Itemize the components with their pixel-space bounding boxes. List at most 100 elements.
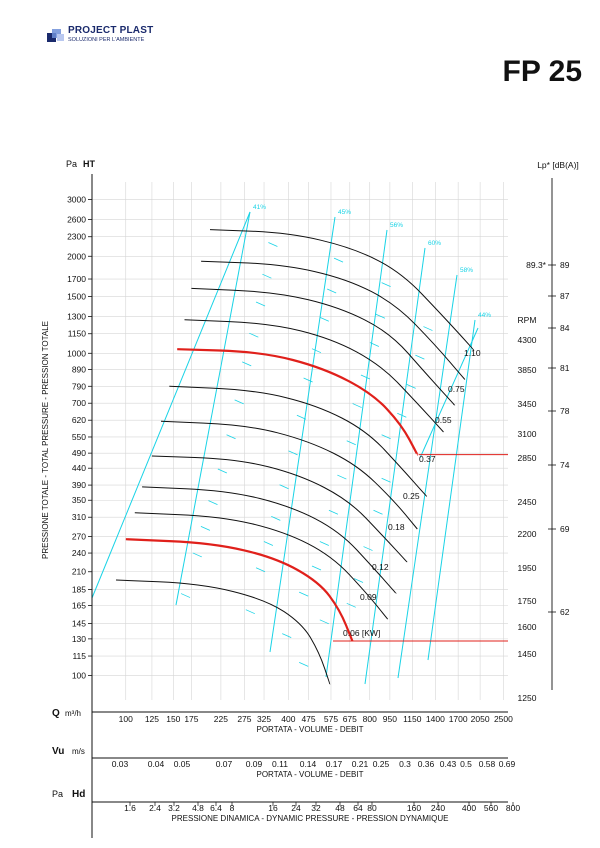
rpm-curve-1250 [115, 579, 331, 685]
noise-marked-value: 89.3* [526, 260, 547, 270]
efficiency-lines [91, 211, 479, 685]
vu-tick-label: 0.05 [174, 759, 191, 769]
efficiency-label: 45% [338, 209, 351, 216]
vu-tick-label: 0.21 [352, 759, 369, 769]
efficiency-dash [303, 377, 313, 383]
y-tick-label: 390 [72, 480, 86, 490]
model-title: FP 25 [502, 55, 583, 88]
hd-axis-unit: Pa [52, 789, 63, 799]
noise-tick-label: 78 [560, 406, 570, 416]
hd-tick-label: 16 [268, 803, 278, 813]
efficiency-dash [319, 619, 329, 625]
vu-tick-label: 0.04 [148, 759, 165, 769]
q-tick-label: 100 [119, 714, 133, 724]
efficiency-dash [333, 257, 344, 263]
q-axis-unit: m³/h [65, 709, 81, 718]
y-tick-label: 1700 [67, 274, 86, 284]
rpm-tick-label: 1450 [518, 649, 537, 659]
q-tick-label: 225 [214, 714, 228, 724]
vu-tick-label: 0.09 [246, 759, 263, 769]
rpm-curve-2200 [160, 420, 418, 530]
vu-tick-label: 0.11 [272, 759, 288, 769]
vu-axis-symbol: Vu [52, 746, 64, 757]
y-tick-label: 490 [72, 448, 86, 458]
q-tick-label: 1400 [426, 714, 445, 724]
rpm-tick-label: 3100 [518, 429, 537, 439]
efficiency-dash [299, 662, 309, 667]
noise-tick-label: 87 [560, 291, 570, 301]
q-tick-label: 175 [184, 714, 198, 724]
y-tick-label: 440 [72, 463, 86, 473]
efficiency-dash [381, 434, 391, 440]
efficiency-dash [268, 242, 278, 247]
rpm-curve-1750 [142, 486, 397, 594]
q-tick-label: 1700 [449, 714, 468, 724]
y-tick-label: 100 [72, 671, 86, 681]
noise-tick-label: 81 [560, 363, 570, 373]
efficiency-dash [255, 301, 266, 307]
efficiency-dash [288, 450, 298, 456]
y-tick-label: 310 [72, 512, 86, 522]
rpm-tick-label: 2850 [518, 453, 537, 463]
rpm-tick-label: 2200 [518, 529, 537, 539]
hd-tick-label: 6.4 [210, 803, 222, 813]
efficiency-dash [200, 525, 211, 531]
efficiency-line [397, 274, 458, 679]
efficiency-dash [328, 509, 339, 515]
efficiency-dash [423, 326, 433, 331]
efficiency-line [325, 229, 388, 678]
rpm-title: RPM [518, 315, 537, 325]
hd-tick-label: 24 [291, 803, 301, 813]
y-tick-label: 145 [72, 619, 86, 629]
hd-axis-title: PRESSIONE DINAMICA - DYNAMIC PRESSURE - … [172, 814, 449, 823]
hd-tick-label: 32 [311, 803, 321, 813]
y-tick-label: 620 [72, 415, 86, 425]
power-label: 0.55 [435, 415, 452, 425]
efficiency-dash [381, 282, 391, 287]
y-tick-label: 890 [72, 365, 86, 375]
efficiency-dash [180, 593, 191, 598]
rpm-tick-label: 3450 [518, 399, 537, 409]
efficiency-label: 60% [428, 240, 441, 247]
rpm-tick-label: 3850 [518, 365, 537, 375]
efficiency-boundary-line [419, 327, 479, 459]
hd-tick-label: 2.4 [149, 803, 161, 813]
rpm-curve-2450 [169, 385, 428, 497]
q-tick-label: 575 [324, 714, 338, 724]
efficiency-dash [192, 552, 202, 558]
y-tick-label: 115 [72, 651, 86, 661]
power-label: 0.18 [388, 522, 405, 532]
efficiency-label: 41% [253, 204, 266, 211]
efficiency-dash [282, 633, 292, 638]
efficiency-dash [375, 313, 386, 319]
efficiency-dash [299, 591, 309, 597]
efficiency-dash [360, 374, 371, 380]
y-tick-label: 1300 [67, 312, 86, 322]
vu-tick-label: 0.36 [418, 759, 435, 769]
chart-frame [88, 174, 556, 838]
brand-logo-icon [47, 29, 64, 42]
efficiency-dash [311, 348, 322, 354]
efficiency-line [364, 247, 426, 685]
noise-tick-label: 74 [560, 460, 570, 470]
power-label: 0.09 [360, 592, 377, 602]
y-tick-label: 130 [72, 634, 86, 644]
q-axis-symbol: Q [52, 708, 60, 719]
vu-tick-label: 0.25 [373, 759, 390, 769]
vu-tick-label: 0.07 [216, 759, 233, 769]
q-tick-label: 2500 [494, 714, 513, 724]
efficiency-dash [226, 434, 236, 440]
power-label: 0.06 [KW] [343, 628, 380, 638]
vu-tick-label: 0.14 [300, 759, 317, 769]
q-tick-label: 125 [145, 714, 159, 724]
efficiency-dash [406, 384, 416, 389]
efficiency-dash [263, 541, 274, 546]
y-tick-label: 1150 [68, 329, 87, 339]
efficiency-dash [208, 500, 218, 505]
q-tick-label: 150 [166, 714, 180, 724]
q-axis-title: PORTATA - VOLUME - DEBIT [257, 725, 364, 734]
rpm-tick-label: 1750 [518, 596, 537, 606]
rpm-curve-1450 [125, 538, 354, 642]
noise-title: Lp* [dB(A)] [537, 160, 579, 170]
hd-tick-label: 3.2 [168, 803, 180, 813]
